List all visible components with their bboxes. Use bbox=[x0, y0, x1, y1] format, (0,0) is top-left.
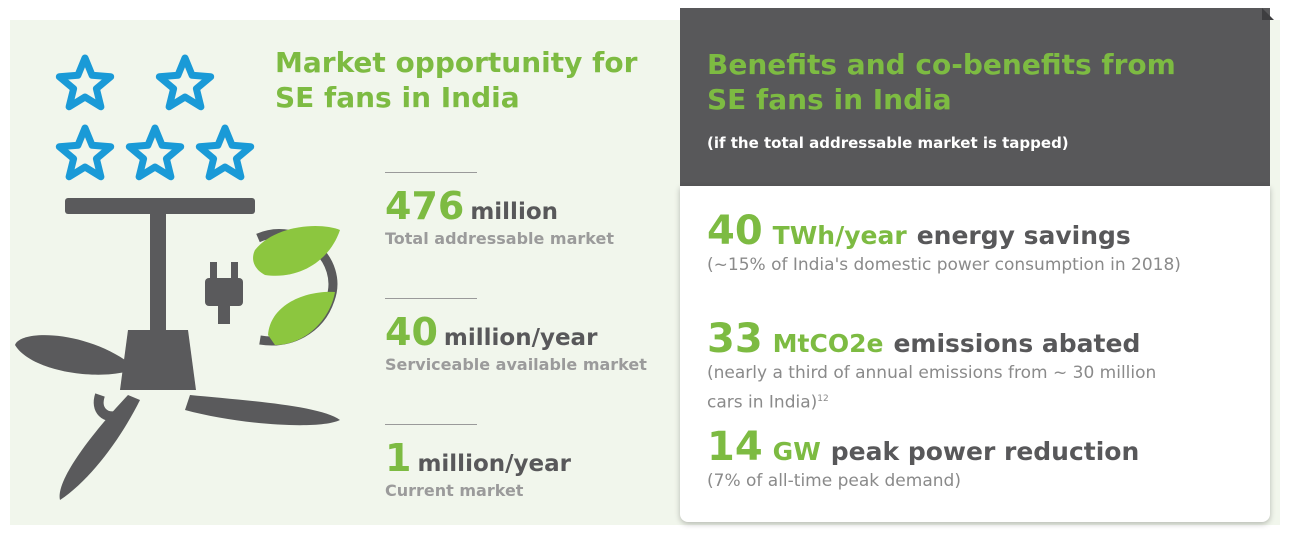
leaf bbox=[268, 291, 335, 345]
stat-unit: million/year bbox=[417, 451, 571, 477]
note-text: (7% of all-time peak demand) bbox=[707, 471, 961, 491]
title-line: SE fans in India bbox=[275, 81, 520, 114]
benefit-value: 33 bbox=[707, 316, 763, 362]
benefit-unit: GW bbox=[772, 437, 821, 466]
note-line: (nearly a third of annual emissions from… bbox=[707, 360, 1156, 386]
benefit-note: (7% of all-time peak demand) bbox=[707, 468, 961, 494]
star bbox=[55, 54, 115, 111]
star bbox=[125, 124, 185, 181]
note-text: (~15% of India's domestic power consumpt… bbox=[707, 255, 1181, 275]
right-header bbox=[680, 8, 1270, 186]
divider bbox=[385, 172, 477, 173]
benefit-unit: MtCO2e bbox=[772, 329, 884, 358]
benefit-row: 33 MtCO2e emissions abated bbox=[707, 316, 1140, 362]
divider bbox=[385, 298, 477, 299]
benefit-note: (nearly a third of annual emissions from… bbox=[707, 360, 1156, 416]
benefit-note: (~15% of India's domestic power consumpt… bbox=[707, 252, 1181, 278]
title-line: Benefits and co-benefits from bbox=[707, 48, 1176, 81]
note-text: cars in India) bbox=[707, 392, 818, 413]
right-card bbox=[680, 186, 1270, 522]
fan-rod bbox=[150, 205, 166, 335]
plug-pin bbox=[210, 262, 217, 280]
stat-row: 476 million bbox=[385, 184, 558, 228]
stat-value: 476 bbox=[385, 184, 465, 228]
fan-blade bbox=[185, 395, 340, 426]
note-line: (7% of all-time peak demand) bbox=[707, 468, 961, 494]
benefit-row: 40 TWh/year energy savings bbox=[707, 208, 1131, 254]
leaf bbox=[253, 226, 340, 276]
fold-corner bbox=[1262, 8, 1274, 20]
note-text: (nearly a third of annual emissions from… bbox=[707, 363, 1157, 383]
benefit-value: 14 bbox=[707, 424, 763, 470]
note-line: (~15% of India's domestic power consumpt… bbox=[707, 252, 1181, 278]
fan-blade bbox=[59, 395, 140, 500]
plug-neck bbox=[218, 304, 230, 324]
note-line: cars in India)12 bbox=[707, 386, 1156, 416]
stat-unit: million/year bbox=[443, 325, 598, 351]
benefit-text: emissions abated bbox=[893, 329, 1141, 358]
star bbox=[195, 124, 255, 181]
footnote-ref: 12 bbox=[817, 394, 829, 404]
title-line: SE fans in India bbox=[707, 83, 952, 116]
stat-label: Current market bbox=[385, 481, 524, 500]
fan-illustration bbox=[15, 54, 340, 500]
fan-blade bbox=[15, 335, 125, 375]
benefit-text: energy savings bbox=[916, 221, 1131, 250]
stat-row: 1 million/year bbox=[385, 436, 571, 480]
left-title: Market opportunity for SE fans in India bbox=[275, 45, 637, 115]
stat-unit: million bbox=[470, 199, 559, 225]
stat-value: 40 bbox=[385, 310, 438, 354]
benefit-value: 40 bbox=[707, 208, 763, 254]
plug-pin bbox=[231, 262, 238, 280]
plug bbox=[205, 278, 243, 306]
stat-value: 1 bbox=[385, 436, 412, 480]
right-title: Benefits and co-benefits from SE fans in… bbox=[707, 47, 1176, 117]
benefit-text: peak power reduction bbox=[830, 437, 1140, 466]
stat-row: 40 million/year bbox=[385, 310, 597, 354]
star bbox=[155, 54, 215, 111]
subtitle: (if the total addressable market is tapp… bbox=[707, 134, 1069, 152]
stat-label: Serviceable available market bbox=[385, 355, 647, 374]
title-line: Market opportunity for bbox=[275, 46, 638, 79]
divider bbox=[385, 424, 477, 425]
benefit-unit: TWh/year bbox=[772, 221, 907, 250]
benefit-row: 14 GW peak power reduction bbox=[707, 424, 1139, 470]
fan-blade-tip bbox=[93, 393, 122, 422]
stat-label: Total addressable market bbox=[385, 229, 614, 248]
star bbox=[55, 124, 115, 181]
fan-motor bbox=[120, 330, 196, 390]
